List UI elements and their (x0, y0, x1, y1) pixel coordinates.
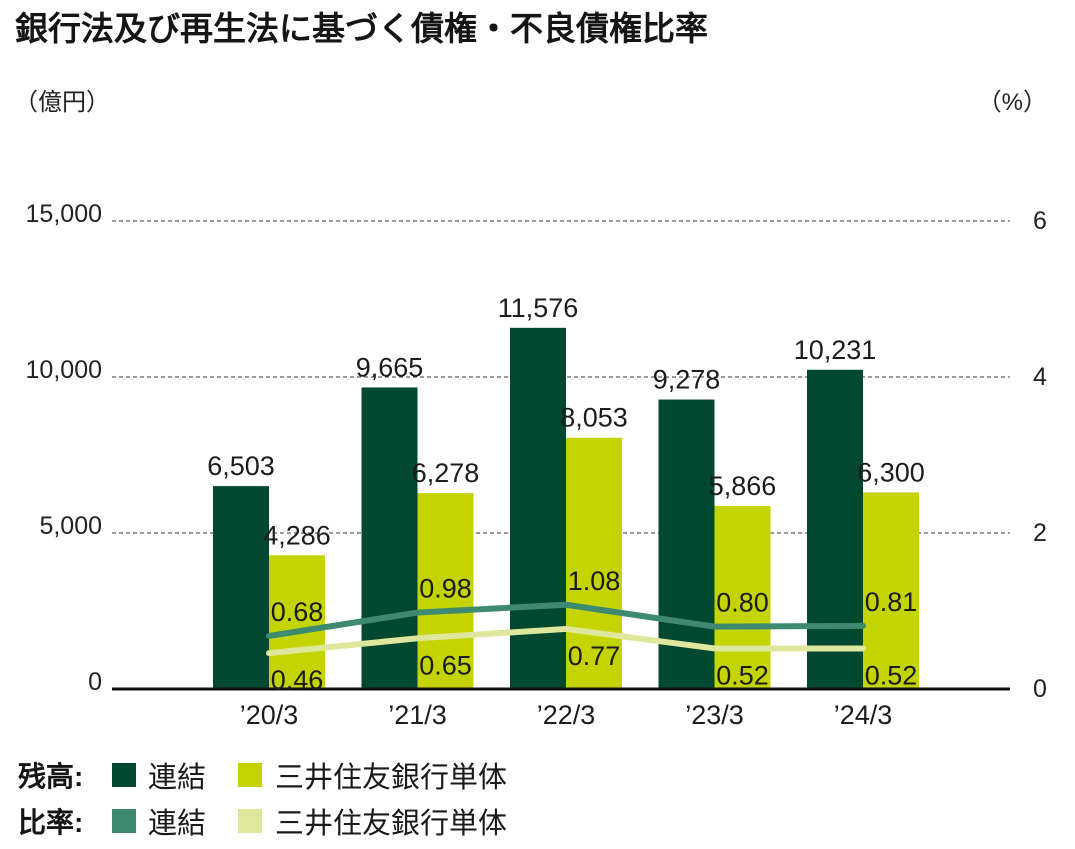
ratio-value-label: 1.08 (568, 566, 621, 596)
ratio-value-label: 0.52 (716, 660, 769, 690)
legend-group-label: 比率: (18, 807, 84, 838)
legend-label: 連結 (148, 762, 207, 794)
balance-bar-smbc (566, 437, 622, 689)
ratio-value-label: 0.65 (419, 650, 472, 680)
ratio-value-label: 0.98 (419, 574, 472, 604)
bar-value-label: 9,278 (653, 365, 721, 395)
y-right-tick-label: 2 (1033, 519, 1047, 547)
balance-bar-consolidated (807, 369, 863, 689)
ratio-value-label: 0.77 (568, 641, 621, 671)
legend-row-ratio: 比率: 連結 三井住友銀行単体 (18, 798, 507, 844)
legend-label: 連結 (148, 808, 207, 840)
ratio-value-label: 0.68 (271, 597, 324, 627)
legend-row-balance: 残高: 連結 三井住友銀行単体 (18, 752, 507, 798)
balance-bar-smbc (863, 492, 919, 689)
x-tick-label: ’20/3 (240, 700, 299, 730)
x-tick-label: ’22/3 (537, 700, 596, 730)
right-axis-unit-label: （%） (977, 89, 1047, 116)
ratio-lines (266, 601, 866, 657)
balance-bars (213, 327, 919, 689)
bar-value-label: 11,576 (498, 293, 579, 323)
balance-bar-smbc (417, 493, 474, 689)
chart-labels: 0 5,000 10,000 15,000 0 2 4 6 ’20/3 ’21/3 ’22/3 ’23… (26, 200, 1048, 730)
x-tick-label: ’21/3 (388, 700, 447, 730)
ratio-value-label: 0.46 (271, 665, 324, 695)
bar-value-label: 6,503 (207, 451, 275, 481)
y-left-tick-label: 5,000 (39, 512, 102, 540)
x-tick-label: ’23/3 (685, 700, 744, 730)
legend-label: 三井住友銀行単体 (275, 808, 508, 840)
balance-bar-smbc (269, 555, 325, 689)
legend-label: 三井住友銀行単体 (275, 762, 508, 794)
y-left-tick-label: 15,000 (26, 200, 102, 228)
y-right-tick-label: 6 (1033, 207, 1047, 235)
y-left-tick-label: 10,000 (26, 356, 102, 384)
chart-legend: 残高: 連結 三井住友銀行単体 比率: 連結 三井住友銀行単体 (18, 752, 507, 844)
ratio-value-label: 0.80 (716, 588, 769, 618)
chart-title: 銀行法及び再生法に基づく債権・不良債権比率 (15, 10, 708, 47)
bar-value-label: 6,278 (412, 458, 480, 488)
bar-value-label: 9,665 (356, 352, 424, 382)
x-tick-label: ’24/3 (834, 700, 893, 730)
legend-group-label: 残高: (18, 761, 84, 792)
legend-swatch-smbc-bar (238, 763, 262, 787)
legend-swatch-smbc-line (238, 809, 262, 833)
ratio-value-label: 0.52 (865, 660, 918, 690)
balance-bar-consolidated (213, 486, 269, 689)
bar-value-label: 4,286 (263, 520, 331, 550)
bar-value-label: 8,053 (560, 403, 628, 433)
legend-swatch-consolidated-line (112, 809, 136, 833)
y-right-tick-label: 0 (1033, 675, 1047, 703)
ratio-line-consolidated (266, 601, 866, 639)
balance-bar-smbc (714, 505, 771, 689)
ratio-line-smbc (266, 625, 866, 657)
bar-value-label: 6,300 (857, 457, 925, 487)
y-right-tick-label: 4 (1033, 363, 1047, 391)
bar-value-label: 5,866 (709, 471, 777, 501)
left-axis-unit-label: （億円） (14, 89, 110, 116)
bar-value-label: 10,231 (794, 335, 877, 365)
ratio-value-label: 0.81 (865, 587, 918, 617)
legend-swatch-consolidated-bar (112, 763, 136, 787)
y-left-tick-label: 0 (88, 668, 102, 696)
